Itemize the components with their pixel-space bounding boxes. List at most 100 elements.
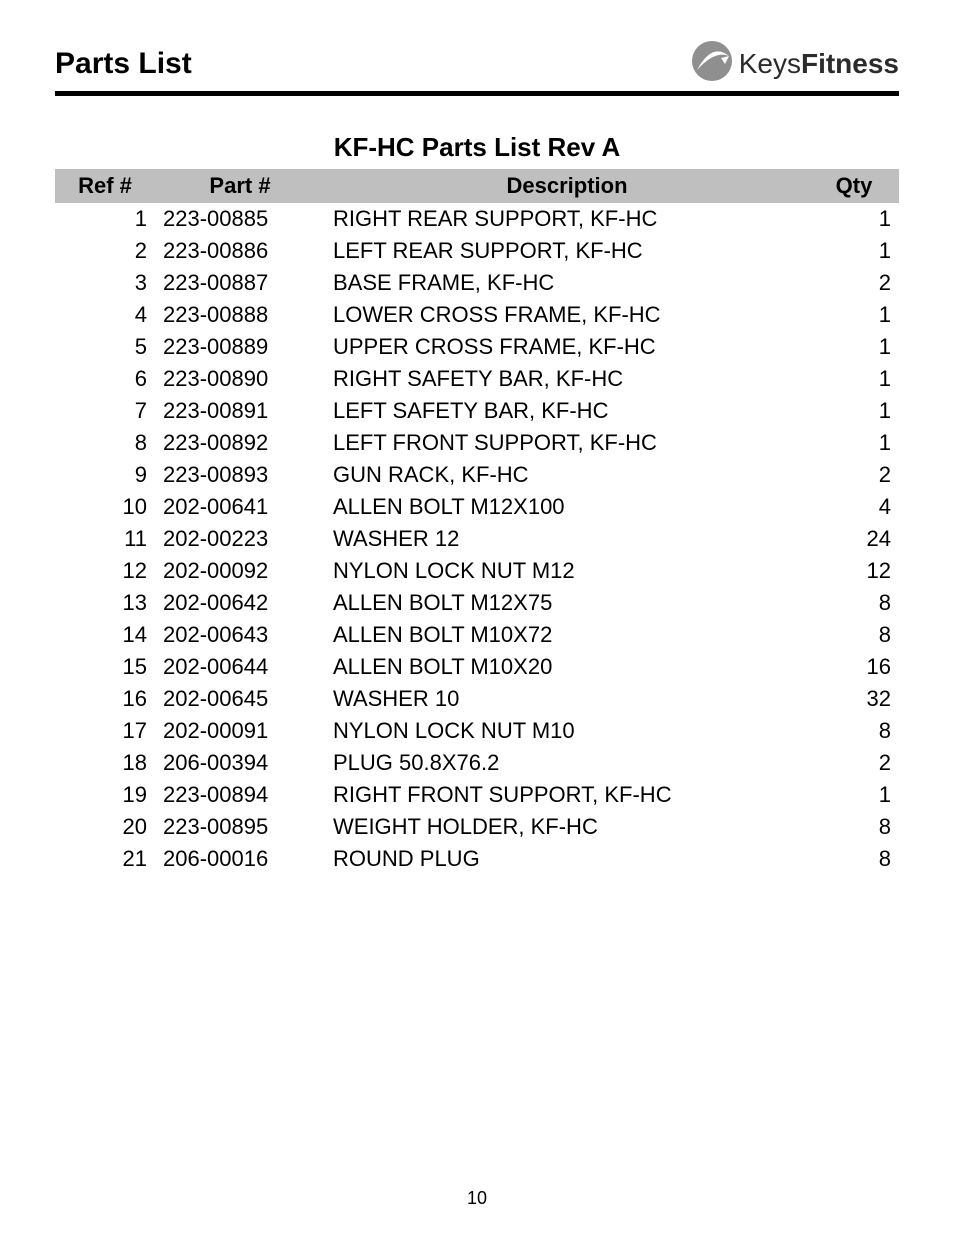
brand-suffix: Fitness [801, 48, 899, 79]
cell-desc: LEFT FRONT SUPPORT, KF-HC [325, 427, 809, 459]
table-row: 17202-00091NYLON LOCK NUT M108 [55, 715, 899, 747]
cell-qty: 1 [809, 331, 899, 363]
cell-qty: 1 [809, 363, 899, 395]
cell-part: 206-00016 [155, 843, 325, 875]
cell-ref: 10 [55, 491, 155, 523]
cell-ref: 20 [55, 811, 155, 843]
cell-desc: NYLON LOCK NUT M10 [325, 715, 809, 747]
cell-desc: RIGHT FRONT SUPPORT, KF-HC [325, 779, 809, 811]
cell-desc: LEFT SAFETY BAR, KF-HC [325, 395, 809, 427]
cell-desc: ALLEN BOLT M12X100 [325, 491, 809, 523]
cell-qty: 2 [809, 267, 899, 299]
cell-desc: UPPER CROSS FRAME, KF-HC [325, 331, 809, 363]
col-header-qty: Qty [809, 169, 899, 203]
cell-qty: 8 [809, 811, 899, 843]
cell-ref: 14 [55, 619, 155, 651]
cell-qty: 1 [809, 299, 899, 331]
cell-ref: 2 [55, 235, 155, 267]
header-row: Parts List KeysFitness [55, 40, 899, 87]
cell-qty: 8 [809, 587, 899, 619]
parts-table: Ref # Part # Description Qty 1223-00885R… [55, 169, 899, 875]
cell-part: 223-00891 [155, 395, 325, 427]
cell-qty: 1 [809, 203, 899, 235]
cell-ref: 13 [55, 587, 155, 619]
col-header-part: Part # [155, 169, 325, 203]
cell-part: 202-00641 [155, 491, 325, 523]
cell-qty: 8 [809, 715, 899, 747]
cell-part: 202-00643 [155, 619, 325, 651]
cell-desc: ALLEN BOLT M12X75 [325, 587, 809, 619]
cell-qty: 4 [809, 491, 899, 523]
cell-ref: 19 [55, 779, 155, 811]
cell-part: 202-00092 [155, 555, 325, 587]
swoosh-icon [691, 40, 733, 87]
cell-part: 223-00892 [155, 427, 325, 459]
cell-desc: GUN RACK, KF-HC [325, 459, 809, 491]
cell-ref: 17 [55, 715, 155, 747]
cell-desc: WASHER 12 [325, 523, 809, 555]
cell-ref: 12 [55, 555, 155, 587]
cell-ref: 9 [55, 459, 155, 491]
cell-part: 223-00893 [155, 459, 325, 491]
cell-part: 223-00885 [155, 203, 325, 235]
cell-desc: BASE FRAME, KF-HC [325, 267, 809, 299]
cell-part: 223-00887 [155, 267, 325, 299]
cell-ref: 11 [55, 523, 155, 555]
cell-qty: 2 [809, 747, 899, 779]
cell-part: 223-00890 [155, 363, 325, 395]
cell-qty: 24 [809, 523, 899, 555]
cell-part: 223-00888 [155, 299, 325, 331]
cell-ref: 4 [55, 299, 155, 331]
cell-desc: WASHER 10 [325, 683, 809, 715]
cell-desc: LEFT REAR SUPPORT, KF-HC [325, 235, 809, 267]
table-row: 13202-00642ALLEN BOLT M12X758 [55, 587, 899, 619]
table-row: 3223-00887BASE FRAME, KF-HC2 [55, 267, 899, 299]
cell-desc: ROUND PLUG [325, 843, 809, 875]
cell-desc: PLUG 50.8X76.2 [325, 747, 809, 779]
brand-logo: KeysFitness [691, 40, 899, 87]
cell-desc: ALLEN BOLT M10X20 [325, 651, 809, 683]
cell-part: 223-00889 [155, 331, 325, 363]
page-container: Parts List KeysFitness KF-HC Parts List … [0, 0, 954, 1235]
cell-qty: 1 [809, 779, 899, 811]
table-row: 16202-00645WASHER 1032 [55, 683, 899, 715]
cell-desc: RIGHT REAR SUPPORT, KF-HC [325, 203, 809, 235]
cell-qty: 1 [809, 427, 899, 459]
col-header-desc: Description [325, 169, 809, 203]
brand-text: KeysFitness [739, 48, 899, 80]
cell-ref: 21 [55, 843, 155, 875]
table-row: 14202-00643ALLEN BOLT M10X728 [55, 619, 899, 651]
cell-desc: LOWER CROSS FRAME, KF-HC [325, 299, 809, 331]
table-row: 10202-00641ALLEN BOLT M12X1004 [55, 491, 899, 523]
table-row: 5223-00889UPPER CROSS FRAME, KF-HC1 [55, 331, 899, 363]
table-header-row: Ref # Part # Description Qty [55, 169, 899, 203]
cell-ref: 8 [55, 427, 155, 459]
cell-part: 202-00642 [155, 587, 325, 619]
parts-table-body: 1223-00885RIGHT REAR SUPPORT, KF-HC12223… [55, 203, 899, 875]
col-header-ref: Ref # [55, 169, 155, 203]
cell-ref: 15 [55, 651, 155, 683]
cell-ref: 6 [55, 363, 155, 395]
cell-ref: 1 [55, 203, 155, 235]
cell-ref: 16 [55, 683, 155, 715]
cell-qty: 2 [809, 459, 899, 491]
cell-qty: 32 [809, 683, 899, 715]
cell-qty: 16 [809, 651, 899, 683]
table-row: 2223-00886LEFT REAR SUPPORT, KF-HC1 [55, 235, 899, 267]
cell-qty: 8 [809, 619, 899, 651]
cell-ref: 5 [55, 331, 155, 363]
table-title: KF-HC Parts List Rev A [55, 132, 899, 163]
cell-ref: 3 [55, 267, 155, 299]
cell-part: 202-00091 [155, 715, 325, 747]
table-row: 21206-00016ROUND PLUG8 [55, 843, 899, 875]
table-row: 15202-00644ALLEN BOLT M10X2016 [55, 651, 899, 683]
table-row: 7223-00891LEFT SAFETY BAR, KF-HC1 [55, 395, 899, 427]
table-row: 11202-00223WASHER 1224 [55, 523, 899, 555]
table-row: 1223-00885RIGHT REAR SUPPORT, KF-HC1 [55, 203, 899, 235]
table-row: 12202-00092NYLON LOCK NUT M1212 [55, 555, 899, 587]
cell-part: 223-00895 [155, 811, 325, 843]
table-row: 4223-00888LOWER CROSS FRAME, KF-HC1 [55, 299, 899, 331]
table-row: 9223-00893GUN RACK, KF-HC2 [55, 459, 899, 491]
cell-part: 202-00645 [155, 683, 325, 715]
page-title: Parts List [55, 47, 192, 81]
